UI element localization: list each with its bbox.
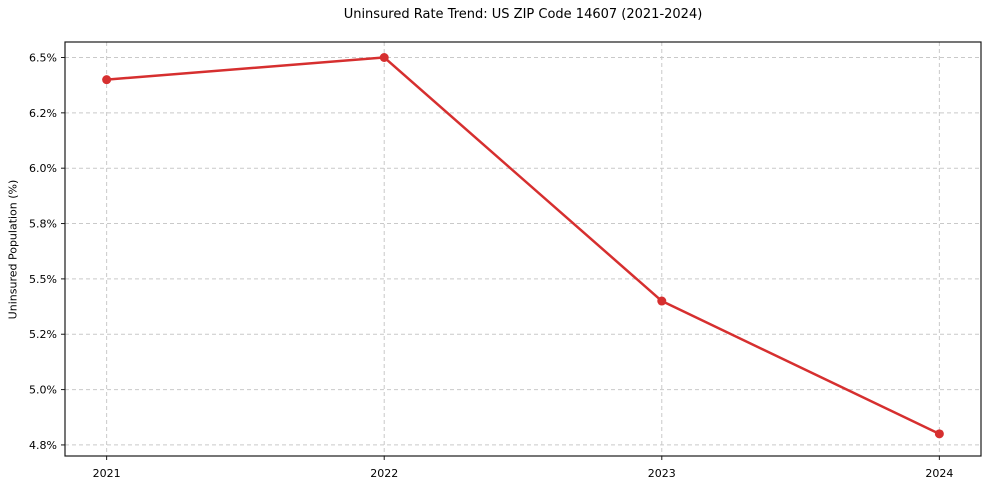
y-tick-label: 5.0% bbox=[29, 384, 57, 397]
y-tick-label: 5.2% bbox=[29, 328, 57, 341]
trend-line bbox=[105, 56, 941, 436]
y-tick-label: 5.8% bbox=[29, 218, 57, 231]
x-tick-label: 2023 bbox=[648, 467, 676, 480]
data-point-2023 bbox=[657, 296, 667, 306]
y-tick-label: 6.0% bbox=[29, 162, 57, 175]
y-tick-label: 6.2% bbox=[29, 107, 57, 120]
x-tick-label: 2021 bbox=[93, 467, 121, 480]
data-point-2024 bbox=[934, 429, 944, 439]
chart-title: Uninsured Rate Trend: US ZIP Code 14607 … bbox=[343, 7, 703, 22]
y-tick-label: 5.5% bbox=[29, 273, 57, 286]
data-point-2021 bbox=[102, 75, 112, 85]
data-point-2022 bbox=[379, 52, 389, 62]
x-tick-label: 2022 bbox=[370, 467, 398, 480]
x-tick-label: 2024 bbox=[925, 467, 953, 480]
y-tick-label: 4.8% bbox=[29, 439, 57, 452]
plot-frame bbox=[64, 41, 982, 457]
y-tick-label: 6.5% bbox=[29, 51, 57, 64]
